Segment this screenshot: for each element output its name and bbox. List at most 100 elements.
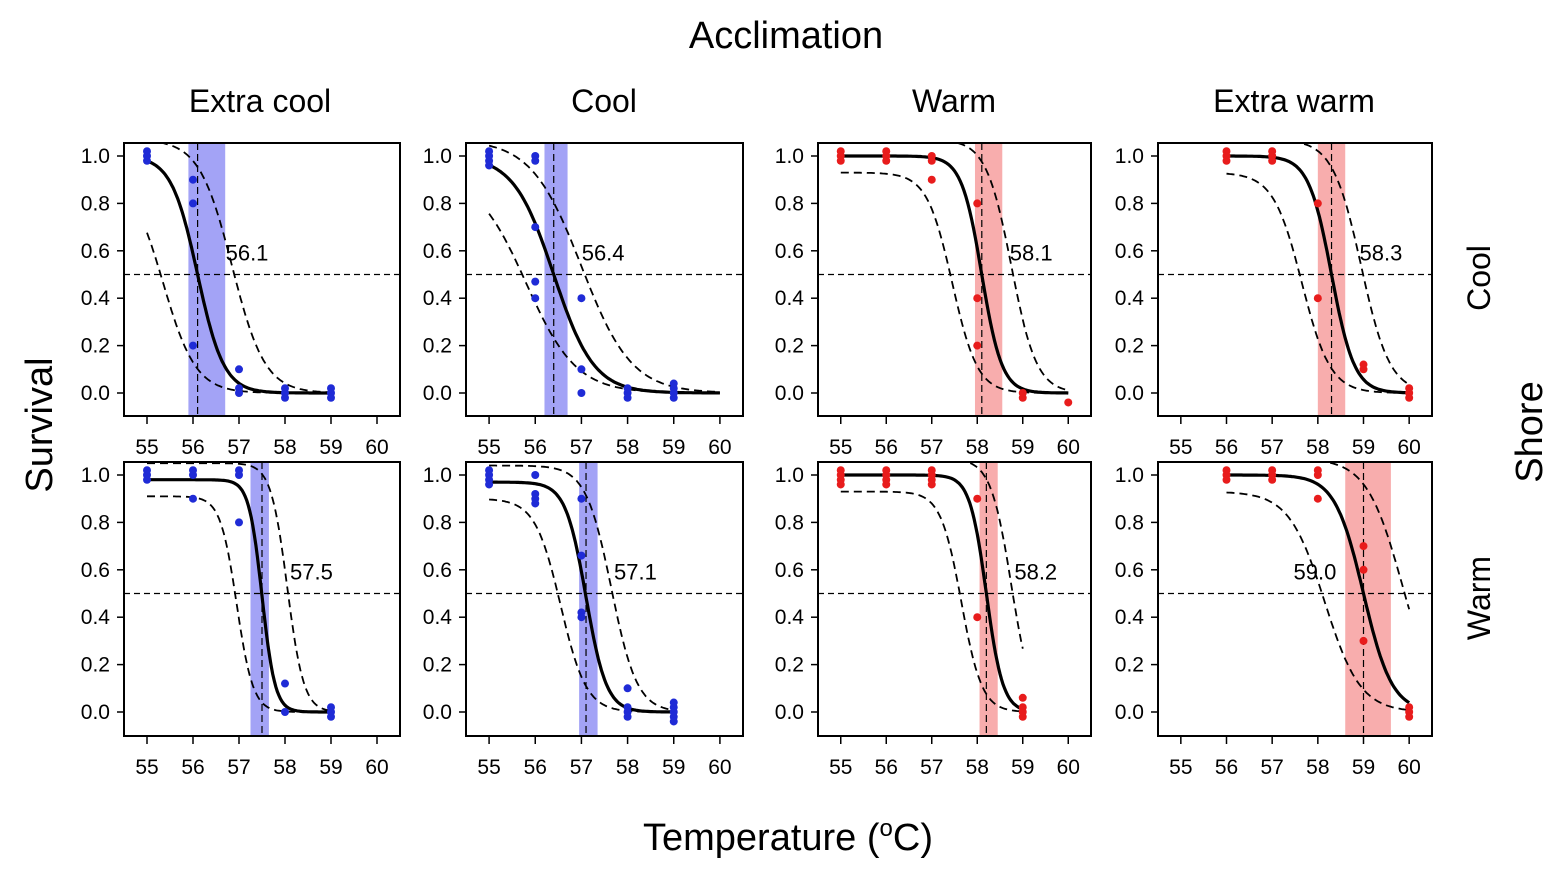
panel-cool-shore-extra-cool-fit-curve [146, 159, 331, 395]
panel-cool-shore-warm-ci-band [974, 143, 1003, 416]
panel-warm-shore-warm-frame [817, 461, 1092, 737]
panel-cool-shore-warm-ytick-label-1: 0.2 [775, 335, 804, 358]
panel-cool-shore-extra-cool-ytick-label-0: 0.0 [81, 382, 110, 405]
panel-cool-shore-cool-data-point-8 [531, 294, 540, 303]
panel-warm-shore-cool-data-point-7 [531, 499, 540, 508]
panel-warm-shore-extra-warm-xtick-label-1: 56 [1215, 756, 1238, 779]
panel-warm-shore-warm-xtick-label-2: 57 [920, 756, 943, 779]
panel-cool-shore-cool-upper-ci-curve [488, 144, 720, 393]
panel-warm-shore-cool-data-point-8 [577, 494, 586, 503]
panel-warm-shore-cool-fit-curve [489, 480, 674, 714]
panel-cool-shore-warm-upper-ci-curve [953, 143, 1069, 392]
panel-cool-shore-cool-xtick-label-4: 59 [662, 436, 685, 459]
panel-warm-shore-warm-xtick-label-0: 55 [829, 756, 852, 779]
panel-warm-shore-warm-data-point-2 [836, 466, 845, 475]
panel-cool-shore-extra-warm-data-point-1 [1222, 156, 1231, 165]
panel-cool-shore-extra-cool-xtick-label-5: 60 [365, 436, 388, 459]
panel-cool-shore-extra-cool-xtick-label-2: 57 [227, 436, 250, 459]
panel-cool-shore-cool-ytick-label-2: 0.4 [423, 287, 453, 310]
panel-warm-shore-extra-warm-data-point-2 [1222, 466, 1231, 475]
panel-warm-shore-extra-warm-data-point-9 [1359, 542, 1368, 551]
panel-warm-shore-cool-data-point-14 [623, 703, 632, 712]
panel-cool-shore-cool-ytick-label-3: 0.6 [423, 240, 452, 263]
panel-warm-shore-cool-plot-area [466, 462, 743, 736]
column-title-cool: Cool [571, 83, 637, 119]
panel-warm-shore-warm-lower-ci-curve [840, 490, 1023, 713]
panel-cool-shore-extra-cool-xtick-label-4: 59 [319, 436, 342, 459]
panel-warm-shore-warm: 58.2 0.0 0.2 0.4 0.6 0.8 1.0 55 56 57 58 59 60 [775, 461, 1092, 779]
panel-warm-shore-warm-data-point-3 [836, 480, 845, 489]
panel-cool-shore-extra-warm-data-point-9 [1359, 365, 1368, 374]
panel-cool-shore-extra-warm-ytick-label-0: 0.0 [1115, 382, 1144, 405]
panel-cool-shore-cool-ytick-label-0: 0.0 [423, 382, 452, 405]
panel-warm-shore-extra-cool-xtick-label-5: 60 [365, 756, 388, 779]
x-axis-label-unit: C) [893, 817, 933, 859]
panel-warm-shore-cool-ci-band [579, 462, 598, 736]
panel-cool-shore-warm-ld50-label: 58.1 [1010, 241, 1053, 266]
panel-warm-shore-cool-xtick-label-0: 55 [477, 756, 500, 779]
panel-warm-shore-extra-cool-ytick-label-0: 0.0 [81, 701, 110, 724]
panel-cool-shore-warm-xtick-label-1: 56 [875, 436, 898, 459]
panel-cool-shore-extra-warm-ytick-label-5: 1.0 [1115, 145, 1144, 168]
panel-warm-shore-extra-warm-data-point-1 [1222, 475, 1231, 484]
panel-cool-shore-warm-plot-area [818, 143, 1091, 416]
panel-warm-shore-extra-warm-ytick-label-0: 0.0 [1115, 701, 1144, 724]
panel-warm-shore-extra-warm-frame [1157, 461, 1433, 737]
panel-cool-shore-warm-xtick-label-4: 59 [1011, 436, 1034, 459]
panel-cool-shore-extra-warm-frame [1157, 142, 1433, 417]
panel-cool-shore-cool-data-point-5 [531, 156, 540, 165]
panel-cool-shore-warm-frame [817, 142, 1092, 417]
panel-cool-shore-extra-warm-fit-curve [1226, 154, 1410, 395]
panel-cool-shore-cool-fit-curve [488, 163, 720, 395]
panel-warm-shore-cool-ytick-label-2: 0.4 [423, 606, 453, 629]
panel-cool-shore-extra-cool-data-point-5 [189, 341, 197, 350]
panel-warm-shore-extra-warm-ci-band [1345, 462, 1391, 736]
top-title: Acclimation [689, 15, 883, 57]
panel-cool-shore-cool-data-point-7 [531, 277, 540, 286]
panel-cool-shore-cool-xtick-label-2: 57 [570, 436, 593, 459]
panel-warm-shore-warm-ytick-label-3: 0.6 [775, 559, 804, 582]
panel-warm-shore-cool-ytick-label-0: 0.0 [423, 701, 452, 724]
panel-cool-shore-extra-warm-plot-area [1158, 143, 1432, 416]
panel-warm-shore-extra-warm-ytick-label-3: 0.6 [1115, 559, 1144, 582]
panel-cool-shore-extra-warm-data-point-11 [1405, 393, 1414, 402]
panel-warm-shore-warm-ytick-label-0: 0.0 [775, 701, 804, 724]
panel-warm-shore-extra-cool-xtick-label-4: 59 [319, 756, 342, 779]
panel-cool-shore-warm-ytick-label-0: 0.0 [775, 382, 804, 405]
panel-cool-shore-cool-data-point-2 [485, 147, 494, 156]
panel-warm-shore-extra-warm: 59.0 0.0 0.2 0.4 0.6 0.8 1.0 55 56 57 58 59 60 [1115, 461, 1433, 779]
panel-warm-shore-warm-data-point-12 [973, 494, 982, 503]
panel-warm-shore-warm-ytick-label-1: 0.2 [775, 654, 804, 677]
panel-warm-shore-extra-cool: 57.5 0.0 0.2 0.4 0.6 0.8 1.0 55 56 57 58 59 60 [81, 461, 401, 779]
panel-cool-shore-extra-warm-xtick-label-4: 59 [1352, 436, 1375, 459]
panel-cool-shore-warm-xtick-label-2: 57 [920, 436, 943, 459]
panel-cool-shore-warm-fit-curve [840, 154, 1069, 395]
panel-warm-shore-warm-ytick-label-2: 0.4 [775, 606, 805, 629]
panel-cool-shore-extra-warm-xtick-label-1: 56 [1215, 436, 1238, 459]
panel-warm-shore-extra-warm-upper-ci-curve [1321, 462, 1411, 610]
panel-warm-shore-extra-cool-ytick-label-1: 0.2 [81, 654, 110, 677]
panel-cool-shore-extra-cool-xtick-label-1: 56 [181, 436, 204, 459]
panel-warm-shore-extra-cool-plot-area [124, 462, 400, 736]
panel-cool-shore-extra-warm-ytick-label-3: 0.6 [1115, 240, 1144, 263]
panel-cool-shore-extra-cool-data-point-3 [189, 175, 197, 184]
panel-cool-shore-extra-cool-ytick-label-2: 0.4 [81, 287, 111, 310]
panel-cool-shore-extra-cool-data-point-14 [327, 393, 335, 402]
panel-warm-shore-extra-cool-ci-band [250, 462, 269, 736]
panel-warm-shore-warm-ytick-label-5: 1.0 [775, 464, 804, 487]
panel-warm-shore-extra-warm-data-point-14 [1405, 703, 1414, 712]
panel-cool-shore-warm-ytick-label-4: 0.8 [775, 192, 804, 215]
panel-warm-shore-warm-xtick-label-3: 58 [966, 756, 989, 779]
panel-warm-shore-cool-data-point-20 [669, 717, 678, 726]
panel-warm-shore-extra-warm-ytick-label-5: 1.0 [1115, 464, 1144, 487]
panel-warm-shore-extra-cool-data-point-13 [327, 712, 335, 721]
panel-warm-shore-cool-data-point-11 [577, 613, 586, 622]
panel-cool-shore-cool-data-point-3 [485, 161, 494, 170]
panel-cool-shore-cool-ld50-label: 56.4 [582, 241, 625, 266]
panel-cool-shore-cool-data-point-11 [577, 389, 586, 397]
panel-cool-shore-warm-data-point-14 [1064, 398, 1073, 407]
panel-warm-shore-extra-cool-fit-curve [147, 478, 331, 714]
panel-warm-shore-extra-cool-data-point-12 [327, 703, 335, 712]
panel-cool-shore-cool-frame [465, 142, 744, 417]
panel-warm-shore-warm-data-point-6 [882, 466, 891, 475]
